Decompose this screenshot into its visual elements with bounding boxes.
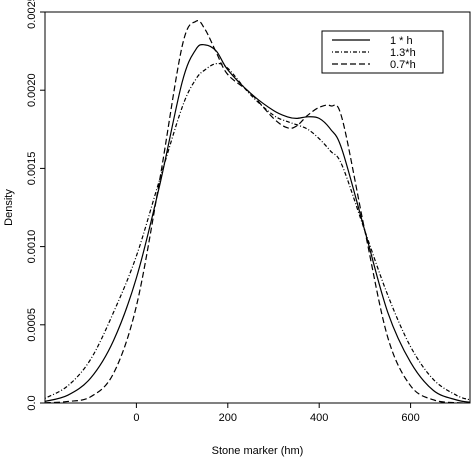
series-line-1h (45, 43, 470, 403)
x-tick-label: 200 (219, 412, 237, 424)
series-line-1-3h (45, 62, 470, 401)
y-tick-label: 0.0025 (26, 0, 38, 29)
legend-label-0-7h: 0.7*h (390, 59, 416, 71)
legend: 1 * h1.3*h0.7*h (321, 30, 444, 74)
legend-box (321, 30, 444, 74)
x-axis: 0 200 400 600 (133, 403, 420, 424)
y-axis: 0.0 0.0005 0.0010 0.0015 0.0020 0.0025 (26, 0, 45, 411)
plot-frame (44, 11, 471, 404)
y-tick-label: 0.0010 (26, 230, 38, 264)
y-tick-label: 0.0005 (26, 308, 38, 342)
x-tick-label: 0 (133, 412, 139, 424)
legend-label-1h: 1 * h (390, 35, 413, 47)
x-axis-label: Stone marker (hm) (212, 445, 304, 457)
y-tick-label: 0.0020 (26, 73, 38, 107)
y-tick-label: 0.0 (26, 395, 38, 410)
y-axis-label: Density (3, 189, 15, 226)
x-tick-label: 400 (310, 412, 328, 424)
y-tick-label: 0.0015 (26, 152, 38, 186)
legend-label-1-3h: 1.3*h (390, 47, 416, 59)
series-line-0-7h (45, 20, 470, 403)
series-layer (45, 20, 470, 403)
x-tick-label: 600 (401, 412, 419, 424)
